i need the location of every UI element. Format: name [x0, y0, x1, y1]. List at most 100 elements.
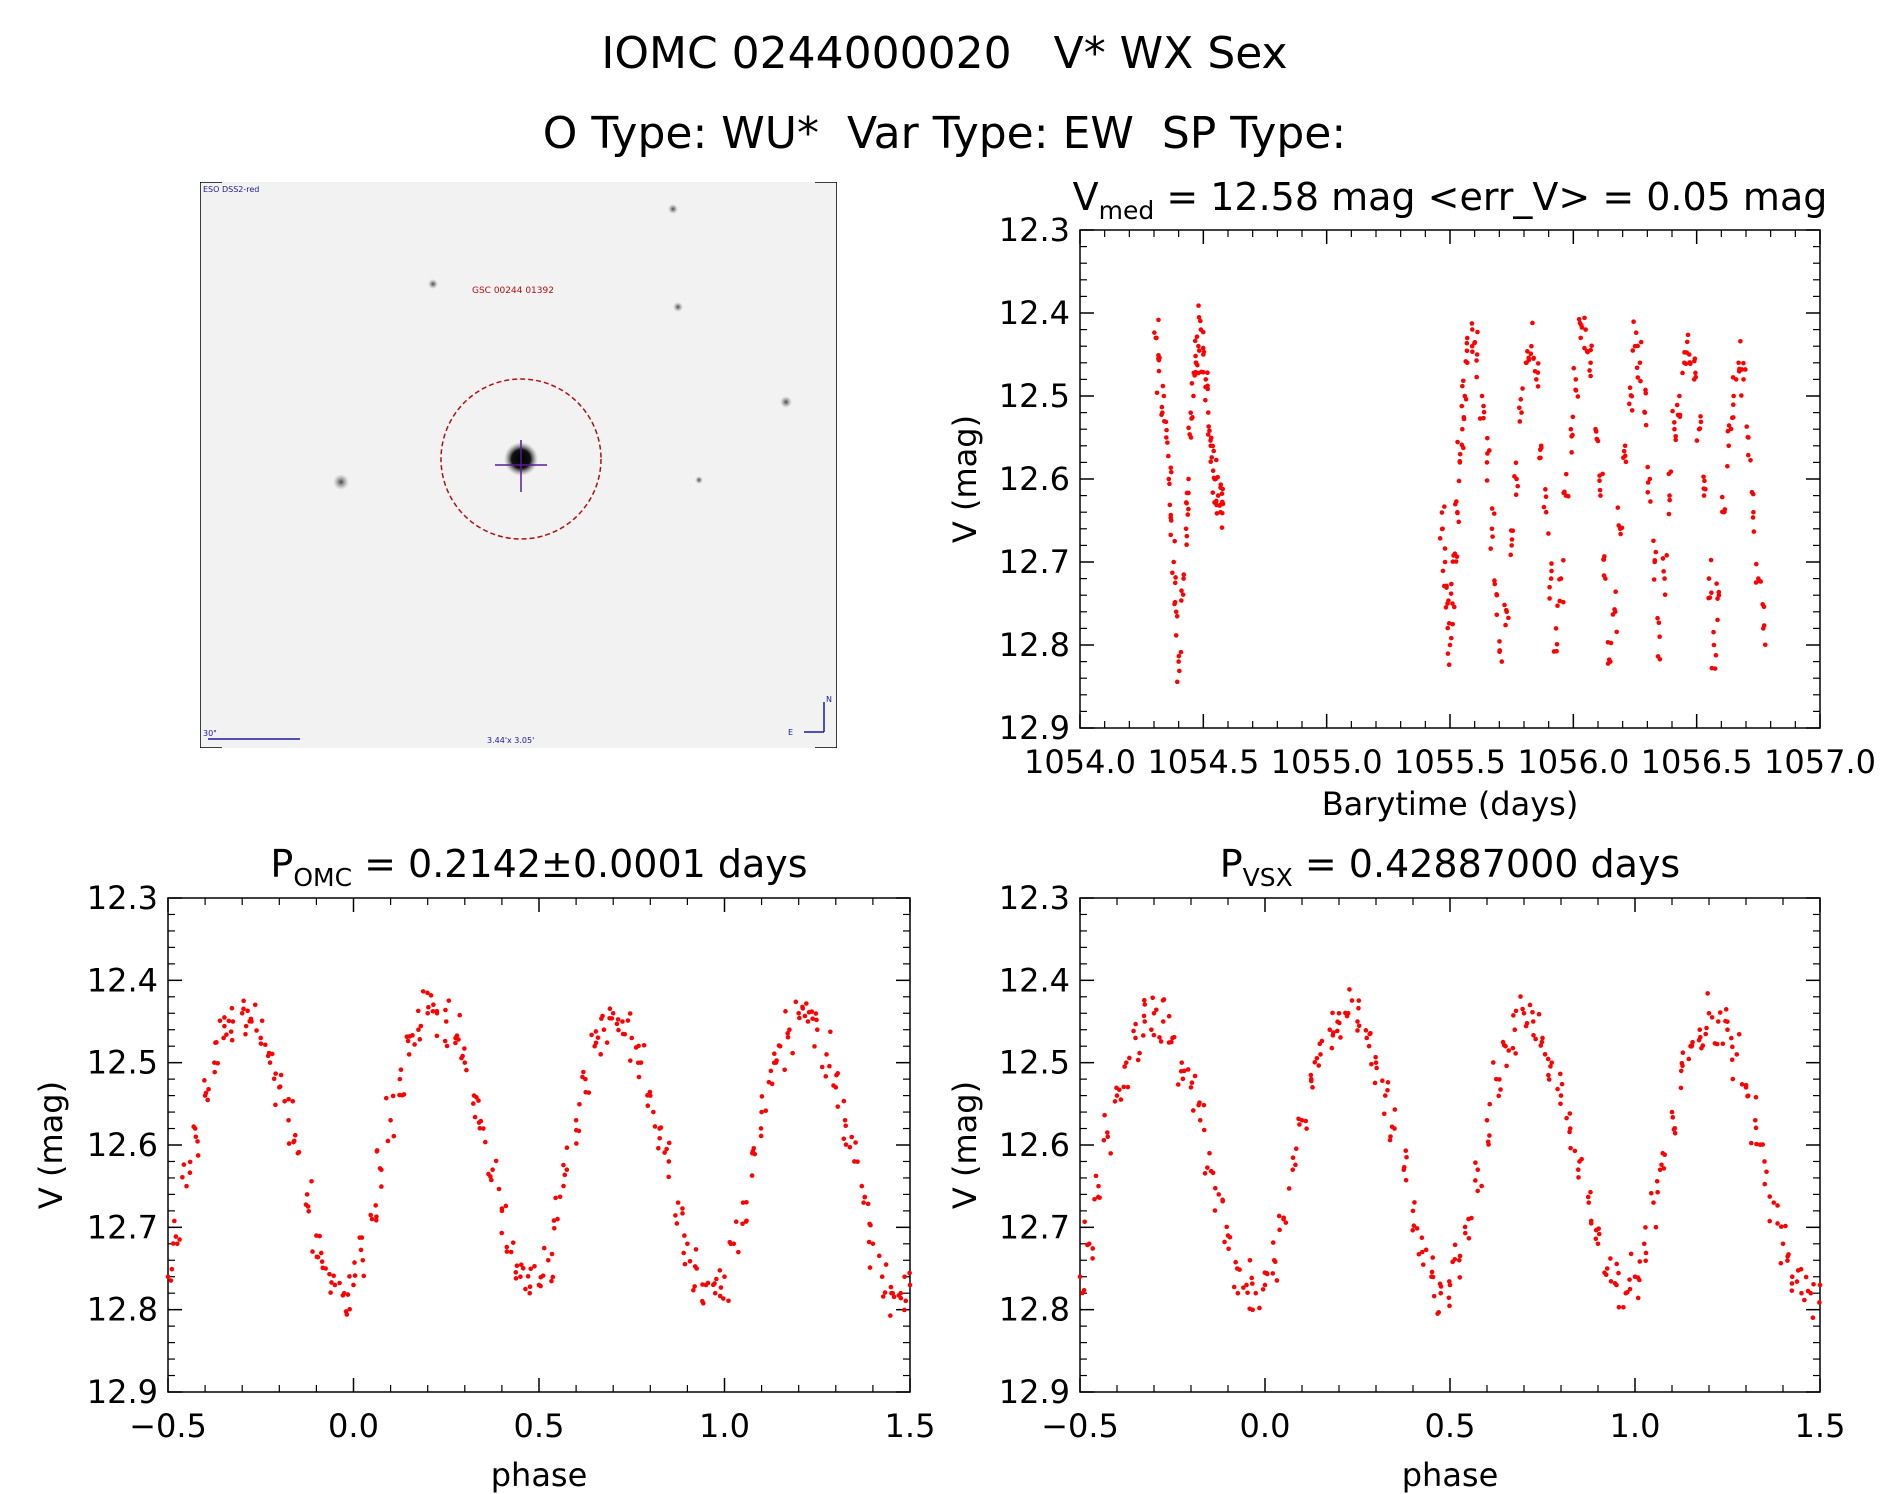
data-point — [610, 1010, 616, 1016]
data-point — [344, 1312, 350, 1317]
data-point — [1656, 620, 1662, 626]
data-point — [1775, 1203, 1780, 1208]
data-point — [1125, 1084, 1131, 1090]
data-point — [1192, 1073, 1198, 1079]
data-point — [1489, 506, 1495, 511]
data-point — [1588, 360, 1593, 366]
data-point — [758, 1133, 764, 1139]
data-point — [1709, 1015, 1715, 1020]
data-point — [1157, 1035, 1162, 1040]
y-tick-label: 12.7 — [87, 1208, 158, 1246]
y-tick-label: 12.3 — [999, 879, 1070, 917]
data-point — [1215, 474, 1220, 480]
data-point — [1329, 1045, 1335, 1051]
data-point — [1595, 1241, 1601, 1247]
data-point — [1757, 1142, 1763, 1148]
data-point — [259, 1018, 265, 1024]
data-point — [1731, 402, 1736, 408]
data-point — [903, 1298, 909, 1304]
data-point — [1713, 652, 1719, 658]
data-point — [1589, 343, 1594, 349]
data-point — [1169, 1039, 1174, 1045]
data-point — [420, 989, 426, 994]
data-point — [580, 1074, 585, 1080]
data-point — [1723, 1007, 1729, 1012]
data-point — [1167, 502, 1173, 508]
data-point — [1412, 1200, 1417, 1205]
data-point — [1372, 1080, 1378, 1086]
data-point — [615, 1017, 621, 1022]
data-point — [604, 1040, 610, 1045]
data-point — [1643, 1225, 1648, 1230]
data-point — [1561, 558, 1566, 563]
data-point — [1762, 1181, 1768, 1187]
data-point — [1535, 370, 1541, 375]
data-point — [1513, 460, 1519, 466]
data-point — [1473, 1160, 1478, 1165]
data-point — [504, 1249, 510, 1254]
data-point — [1443, 605, 1449, 610]
data-point — [290, 1098, 296, 1104]
data-point — [607, 1006, 613, 1012]
data-point — [520, 1265, 526, 1271]
data-point — [1310, 1085, 1315, 1090]
data-point — [1744, 424, 1750, 429]
data-point — [1537, 447, 1543, 453]
data-point — [1578, 335, 1584, 341]
data-point — [1510, 528, 1516, 534]
data-point — [1785, 1258, 1790, 1263]
data-point — [1523, 360, 1529, 366]
x-tick-label: 0.5 — [1425, 1407, 1476, 1445]
x-axis-label: Barytime (days) — [1322, 785, 1579, 823]
data-point — [1621, 448, 1627, 454]
data-point — [1460, 383, 1465, 389]
data-point — [1356, 998, 1362, 1003]
data-point — [1648, 499, 1653, 504]
data-point — [1085, 1242, 1090, 1248]
data-point — [727, 1239, 733, 1245]
data-point — [1795, 1268, 1801, 1273]
data-point — [555, 1216, 560, 1222]
data-point — [1547, 584, 1552, 590]
data-point — [229, 1037, 235, 1043]
data-point — [766, 1079, 772, 1085]
data-point — [1437, 536, 1443, 541]
y-tick-label: 12.9 — [999, 709, 1070, 747]
data-point — [1512, 1027, 1518, 1033]
data-point — [1537, 455, 1542, 461]
data-point — [1623, 459, 1629, 465]
data-point — [252, 1002, 258, 1008]
x-tick-label: 1.0 — [699, 1407, 750, 1445]
data-point — [1207, 428, 1212, 434]
data-point — [1619, 525, 1625, 531]
data-point — [1736, 1031, 1742, 1037]
data-point — [1472, 340, 1478, 345]
data-point — [1335, 1028, 1340, 1034]
data-point — [641, 1042, 647, 1048]
data-point — [1446, 1295, 1452, 1301]
data-point — [1475, 329, 1480, 335]
data-point — [222, 1023, 227, 1029]
data-point — [1160, 1019, 1166, 1024]
data-point — [1219, 510, 1225, 516]
data-point — [1729, 1035, 1734, 1041]
data-point — [528, 1266, 534, 1272]
data-point — [1135, 1057, 1141, 1063]
data-point — [1264, 1270, 1269, 1276]
data-point — [1207, 1150, 1212, 1156]
data-point — [1249, 1281, 1255, 1286]
data-point — [1672, 1130, 1678, 1136]
data-point — [1445, 625, 1451, 631]
data-point — [1638, 339, 1644, 345]
data-point — [1586, 1200, 1592, 1205]
data-point — [1577, 320, 1583, 326]
data-point — [1201, 1127, 1207, 1133]
data-point — [1761, 623, 1767, 628]
data-point — [1588, 1189, 1593, 1195]
data-point — [1733, 377, 1739, 382]
data-point — [1698, 414, 1703, 419]
data-point — [1140, 1033, 1146, 1038]
data-point — [1367, 1031, 1373, 1037]
data-point — [1156, 352, 1161, 358]
data-point — [1517, 405, 1522, 411]
